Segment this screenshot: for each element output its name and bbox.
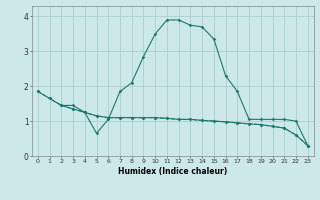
X-axis label: Humidex (Indice chaleur): Humidex (Indice chaleur): [118, 167, 228, 176]
